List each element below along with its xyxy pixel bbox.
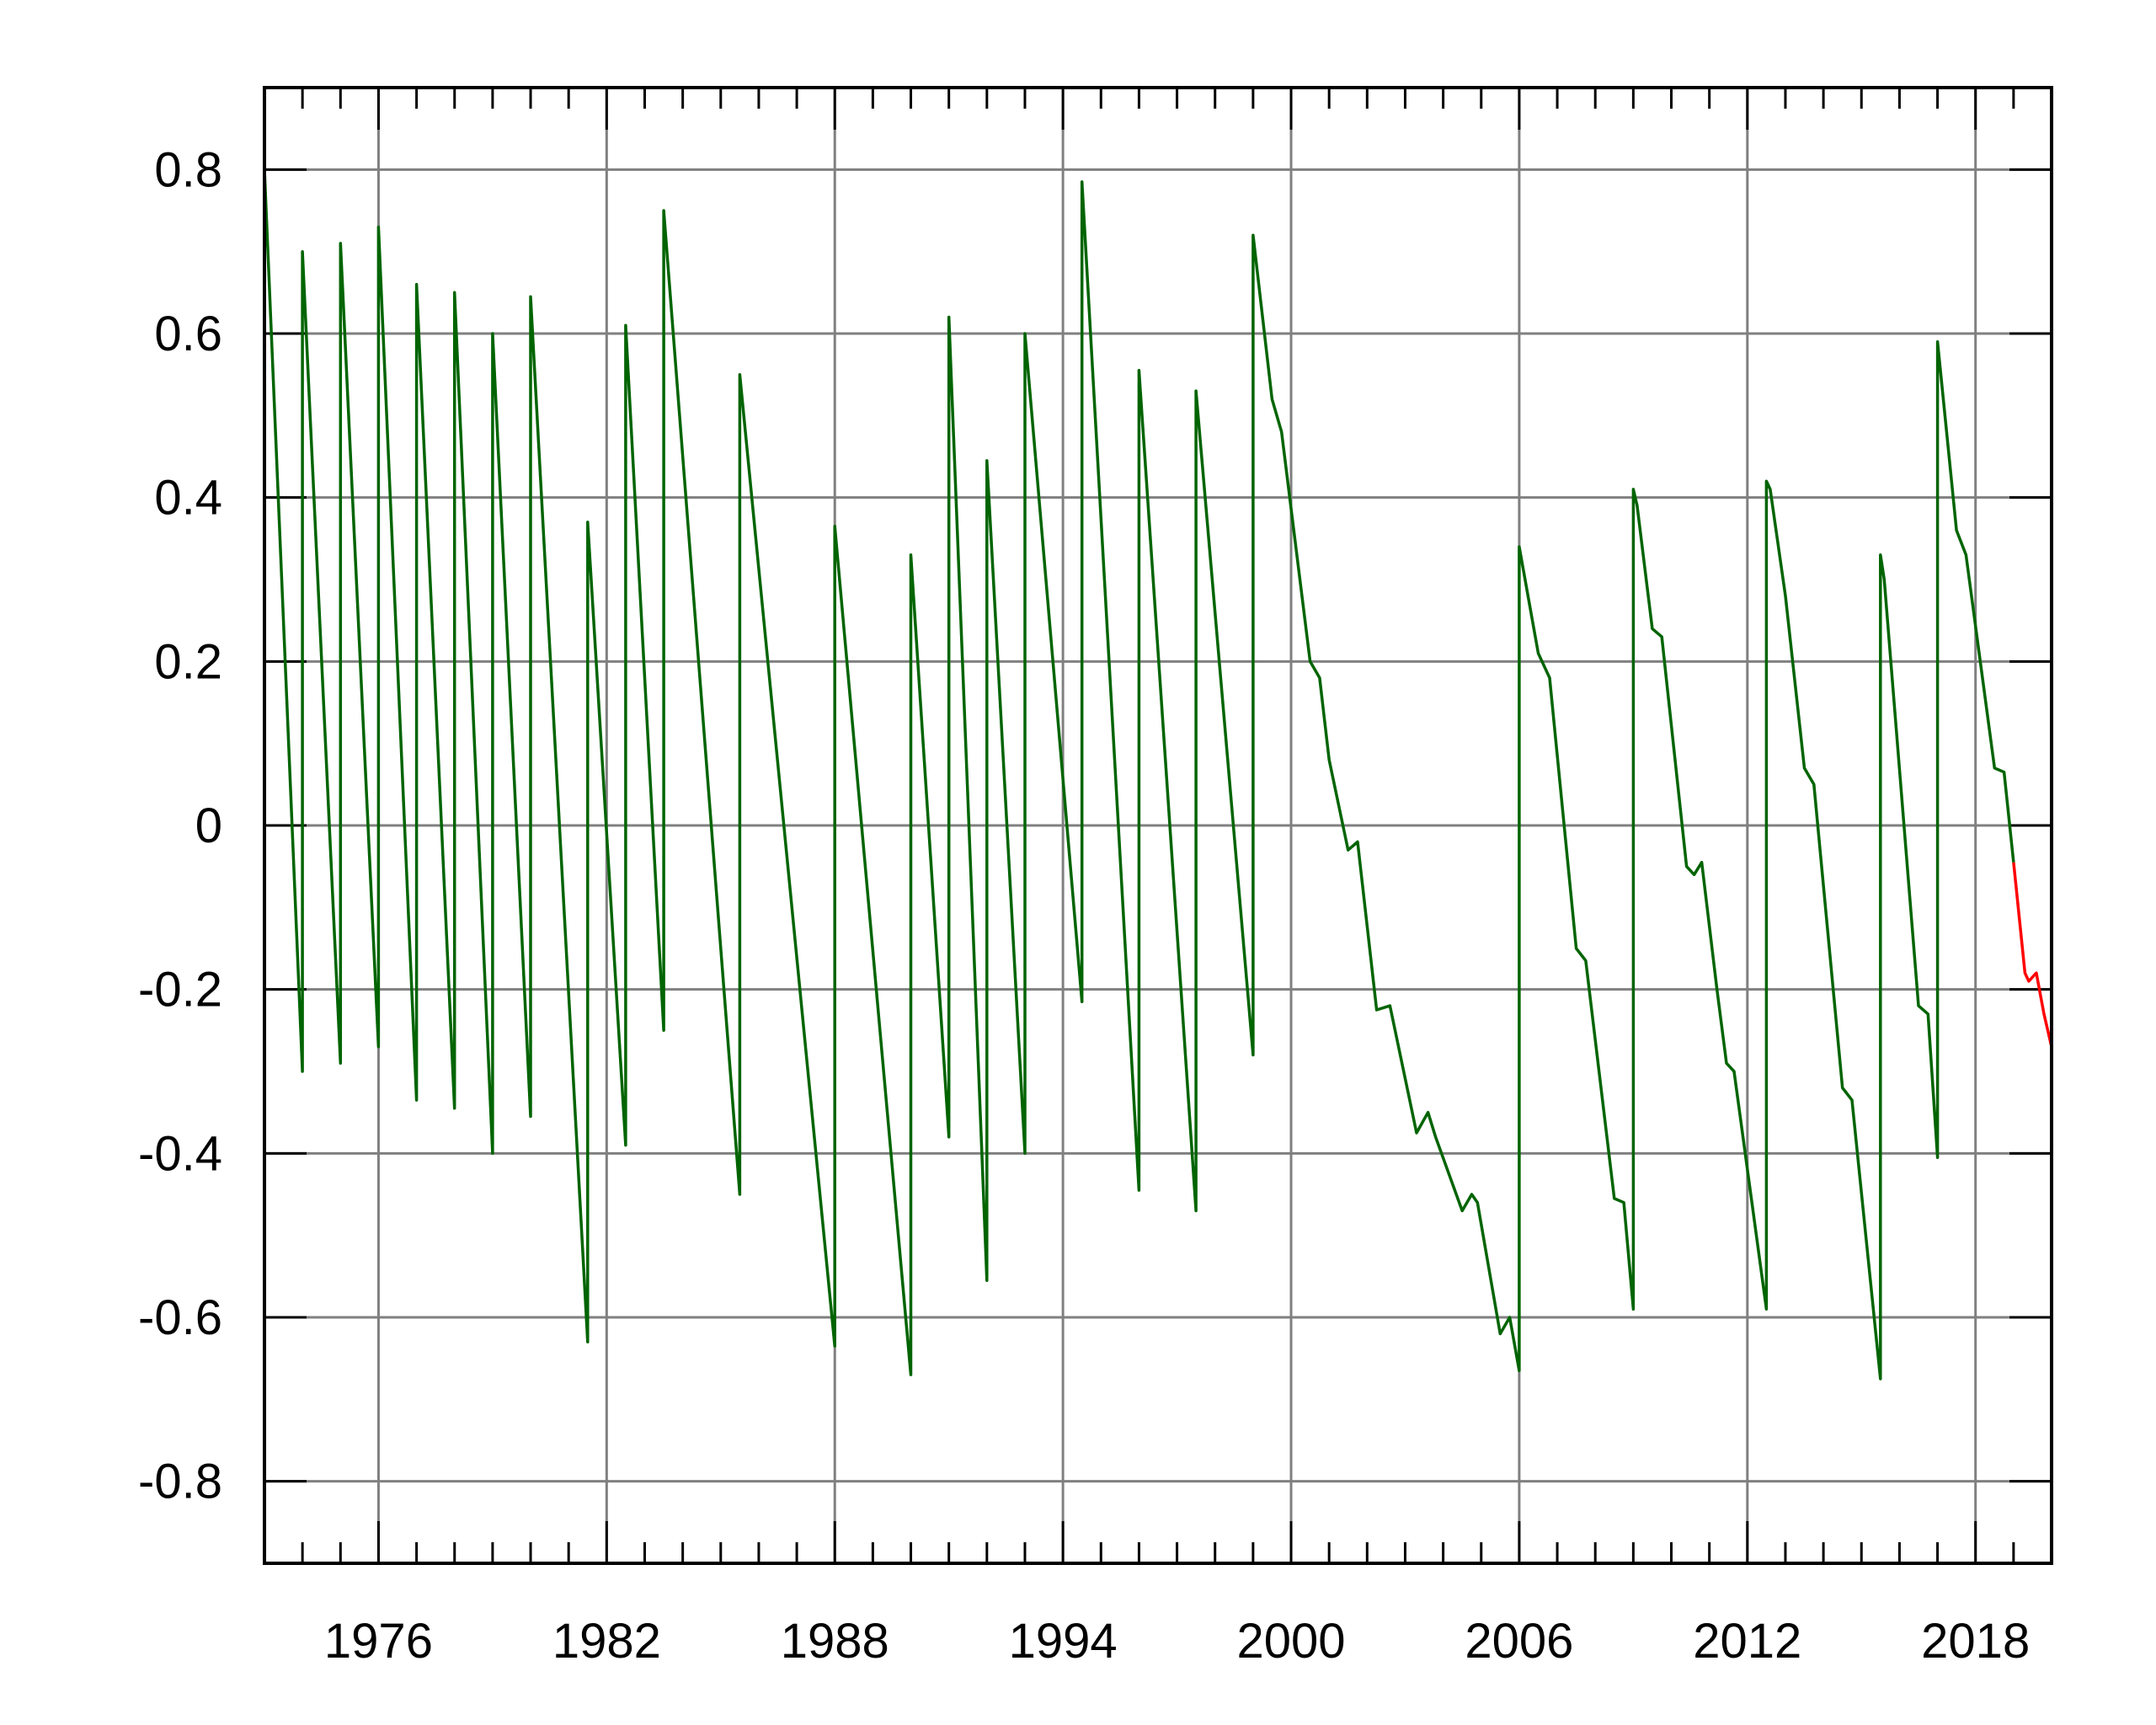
y-tick-label: 0 — [195, 798, 222, 853]
grid-lines — [264, 88, 2052, 1563]
x-tick-label: 2000 — [1237, 1614, 1346, 1669]
y-tick-label: 0.2 — [154, 634, 222, 689]
x-tick-label: 2018 — [1921, 1614, 2030, 1669]
y-tick-label: -0.4 — [138, 1126, 222, 1181]
tick-labels: 0.8 0.6 0.4 0.2 0 -0.2 -0.4 -0.6 -0.8 1976 1982 198… — [138, 142, 2030, 1669]
x-tick-label: 1976 — [324, 1614, 433, 1669]
x-tick-label: 2012 — [1693, 1614, 1801, 1669]
plot-frame — [263, 86, 2053, 1565]
y-tick-label: -0.2 — [138, 963, 222, 1017]
series-line-projected — [2012, 862, 2053, 1048]
y-tick-label: -0.8 — [138, 1455, 222, 1509]
x-tick-label: 2006 — [1465, 1614, 1573, 1669]
x-tick-label: 1982 — [552, 1614, 661, 1669]
y-tick-label: 0.4 — [154, 471, 222, 526]
y-tick-label: 0.8 — [154, 142, 222, 197]
series-line-observed — [263, 169, 2015, 1381]
x-tick-label: 1994 — [1009, 1614, 1118, 1669]
y-tick-label: 0.6 — [154, 307, 222, 361]
y-tick-label: -0.6 — [138, 1290, 222, 1345]
tick-marks — [263, 88, 2053, 1563]
x-tick-label: 1988 — [781, 1614, 889, 1669]
data-series — [263, 169, 2053, 1381]
